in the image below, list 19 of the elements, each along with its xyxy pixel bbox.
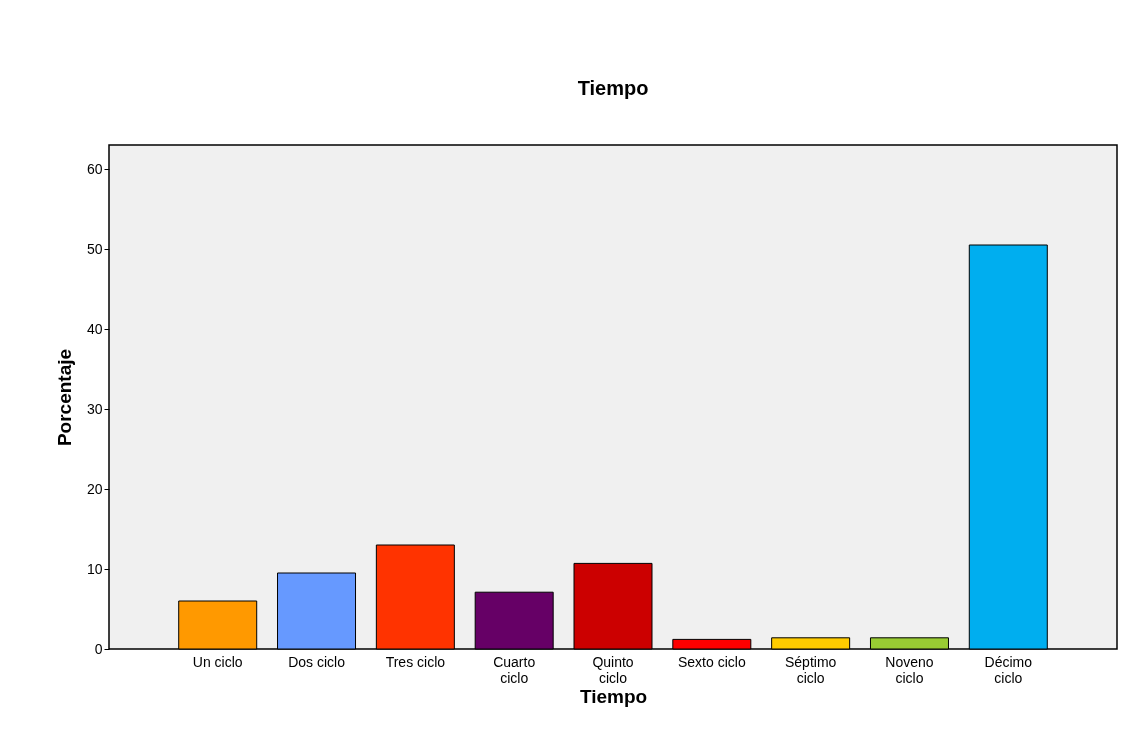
x-axis-title: Tiempo	[579, 685, 648, 707]
y-tick-label: 50	[86, 240, 103, 257]
y-tick-label: 10	[86, 560, 103, 577]
y-tick-label: 60	[86, 160, 103, 177]
x-tick-label: Cuarto ciclo	[493, 653, 536, 686]
y-tick-label: 20	[86, 480, 103, 497]
y-tick-label: 30	[86, 400, 103, 417]
x-tick-label: Séptimo ciclo	[784, 653, 837, 686]
x-tick-label: Quinto ciclo	[592, 653, 634, 686]
y-tick-label: 40	[86, 320, 103, 337]
chart-title: Tiempo	[577, 77, 649, 99]
y-axis-title: Porcentaje	[53, 348, 75, 447]
y-tick-label: 0	[94, 640, 103, 657]
x-tick-label: Sexto ciclo	[677, 653, 746, 670]
x-tick-label: Un ciclo	[192, 653, 243, 670]
x-tick-label: Dos ciclo	[288, 653, 346, 670]
x-tick-label: Tres ciclo	[385, 653, 446, 670]
x-tick-label: Noveno ciclo	[885, 653, 934, 686]
x-tick-label: Décimo ciclo	[984, 653, 1033, 686]
